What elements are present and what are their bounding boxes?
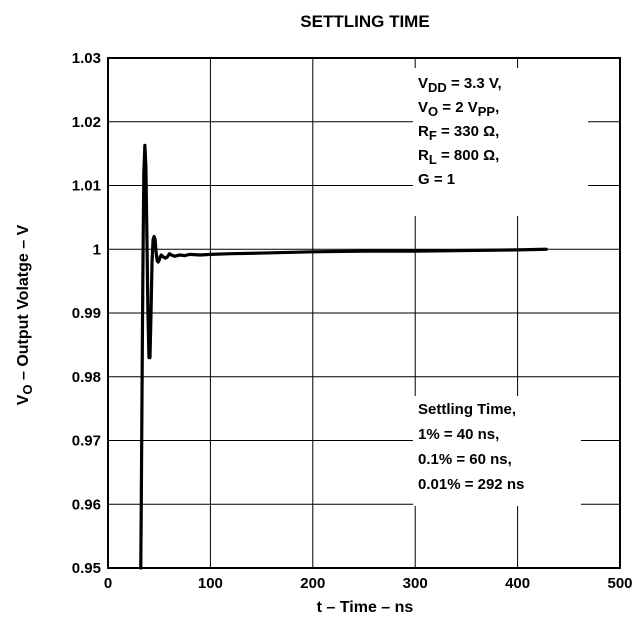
y-axis-label-main: V [15,394,32,405]
condition-gain: G = 1 [418,171,455,188]
plot-frame [107,57,621,569]
settling-line-4: 0.01% = 292 ns [418,476,524,493]
y-axis-label-subscript: O [20,384,35,394]
settling-annotation: Settling Time, 1% = 40 ns, 0.1% = 60 ns,… [418,401,524,493]
conditions-annotation-background [413,68,588,216]
settling-annotation-background [413,396,581,506]
y-axis-ticks: 0.95 0.96 0.97 0.98 0.99 1 1.01 1.02 1.03 [72,50,101,577]
settling-line-1: Settling Time, [418,401,516,418]
condition-rl: RL = 800 Ω, [418,147,499,167]
chart-title: SETTLING TIME [300,12,429,31]
x-tick-label: 400 [505,575,530,592]
y-tick-label: 0.95 [72,560,101,577]
y-tick-label: 1.01 [72,178,101,195]
y-tick-label: 1.03 [72,50,101,67]
y-tick-label: 0.98 [72,369,101,386]
x-tick-label: 200 [300,575,325,592]
condition-vdd: VDD = 3.3 V, [418,75,502,95]
output-voltage-trace [139,143,548,570]
y-tick-label: 1.02 [72,114,101,131]
x-axis-ticks: 0 100 200 300 400 500 [104,575,633,592]
conditions-annotation: VDD = 3.3 V, VO = 2 VPP, RF = 330 Ω, RL … [418,75,502,188]
settling-line-2: 1% = 40 ns, [418,426,499,443]
x-axis-label: t – Time – ns [317,599,414,616]
y-tick-label: 0.99 [72,305,101,322]
y-tick-label: 0.96 [72,496,101,513]
y-axis-label-rest: – Output Volatge – V [15,224,32,384]
x-tick-label: 300 [403,575,428,592]
x-tick-label: 0 [104,575,112,592]
settling-line-3: 0.1% = 60 ns, [418,451,512,468]
condition-rf: RF = 330 Ω, [418,123,499,143]
y-tick-label: 0.97 [72,433,101,450]
condition-vo: VO = 2 VPP, [418,99,499,119]
y-tick-label: 1 [93,241,101,258]
x-tick-label: 100 [198,575,223,592]
x-tick-label: 500 [607,575,632,592]
y-axis-label: VO – Output Volatge – V [15,224,35,405]
